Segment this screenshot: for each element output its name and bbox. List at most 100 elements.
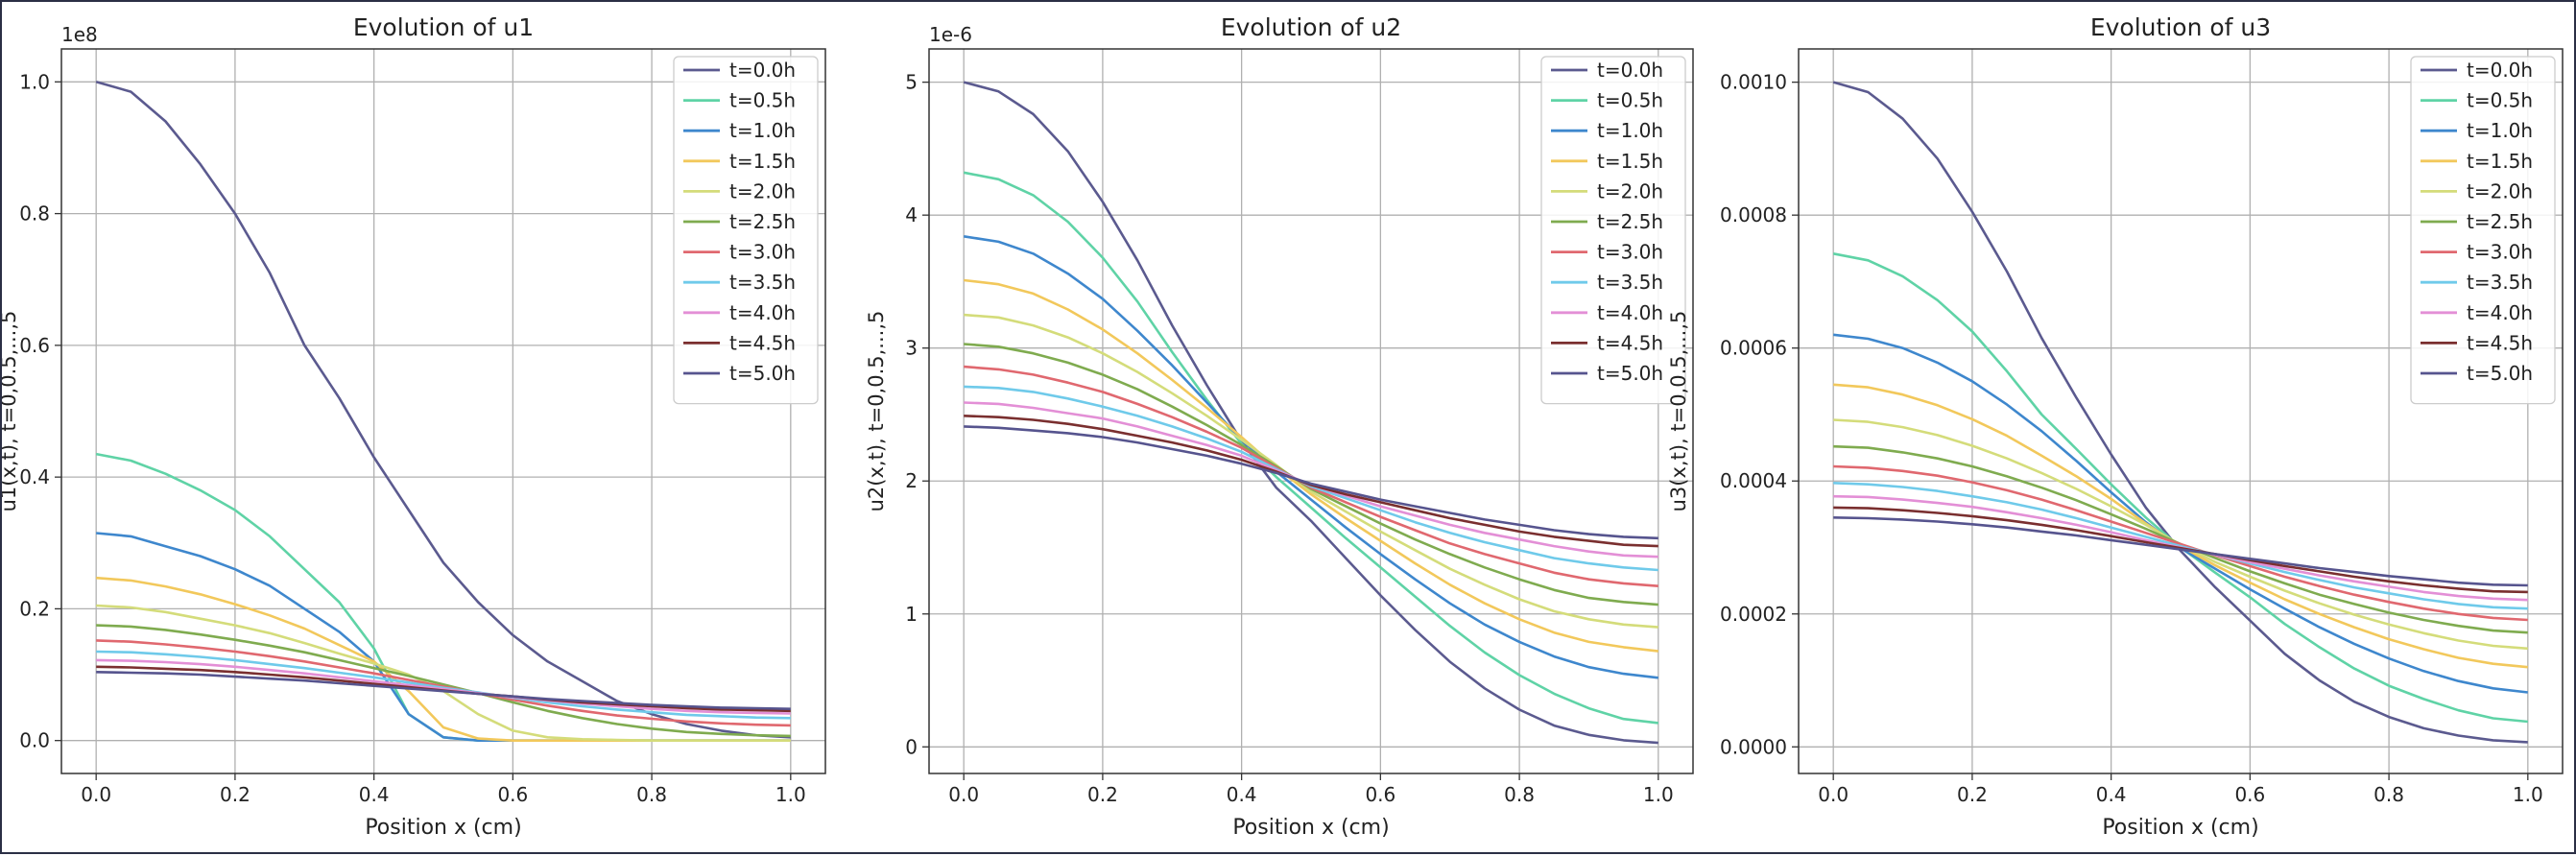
x-axis-label: Position x (cm) xyxy=(365,816,521,840)
series-line-t-5-0h xyxy=(964,425,1658,540)
legend-label: t=0.0h xyxy=(1597,59,1663,82)
legend-item: t=1.0h xyxy=(1551,119,1663,142)
series-line-t-0-0h xyxy=(963,81,1658,745)
x-axis-label: Position x (cm) xyxy=(1232,816,1389,840)
legend-box xyxy=(673,56,819,405)
legend-label: t=2.0h xyxy=(1597,179,1663,202)
y-axis-label: u1(x,t), t=0,0.5,...,5 xyxy=(2,311,20,512)
series-line-t-3-0h xyxy=(96,639,791,727)
y-tick-label: 0.0002 xyxy=(1720,603,1787,626)
legend-item: t=0.0h xyxy=(2421,59,2533,82)
legend-item: t=0.5h xyxy=(2421,89,2533,112)
legend-label: t=0.0h xyxy=(729,59,796,82)
legend-item: t=3.5h xyxy=(683,271,796,294)
legend-box xyxy=(2410,56,2556,405)
x-axis: 0.0 0.2 0.4 0.6 0.8 1.0 xyxy=(948,773,1674,806)
series-line-t-4-0h xyxy=(96,658,791,715)
legend-item: t=1.5h xyxy=(1551,150,1663,173)
legend: t=0.0h t=0.5h t=1.0h t=1.5h t=2.0h t=2.5h t=3.… xyxy=(1540,56,1686,405)
legend-label: t=5.0h xyxy=(1597,362,1663,385)
y-tick-label: 0.6 xyxy=(19,334,50,357)
legend-item: t=4.5h xyxy=(2421,331,2533,354)
y-tick-label: 2 xyxy=(905,469,918,492)
chart-u1: 0.0 0.2 0.4 0.6 0.8 1.0 0.0 0.2 0.4 0.6 0.8 1.0 Evol… xyxy=(0,13,826,840)
legend-item: t=1.0h xyxy=(2421,119,2533,142)
x-tick-label: 0.4 xyxy=(2096,783,2127,806)
y-axis-label: u2(x,t), t=0,0.5,...,5 xyxy=(865,311,888,512)
y-tick-label: 1.0 xyxy=(19,70,50,93)
legend-item: t=3.0h xyxy=(683,241,796,264)
chart-title: Evolution of u1 xyxy=(353,13,534,41)
x-tick-label: 0.2 xyxy=(1087,783,1118,806)
legend-label: t=2.5h xyxy=(2467,210,2533,233)
y-tick-label: 0.0006 xyxy=(1720,337,1787,360)
legend-item: t=2.5h xyxy=(683,210,796,233)
legend-item: t=0.5h xyxy=(683,89,796,112)
legend-label: t=1.0h xyxy=(1597,119,1663,142)
x-tick-label: 0.2 xyxy=(1957,783,1988,806)
grid xyxy=(929,49,1693,773)
x-tick-label: 1.0 xyxy=(2513,783,2543,806)
y-tick-label: 4 xyxy=(905,203,918,226)
legend-item: t=1.0h xyxy=(683,119,796,142)
series-line-t-3-5h xyxy=(1833,482,2528,610)
y-tick-label: 3 xyxy=(905,337,918,360)
y-axis: 0 1 2 3 4 5 xyxy=(905,71,929,758)
legend: t=0.0h t=0.5h t=1.0h t=1.5h t=2.0h t=2.5h t=3.… xyxy=(673,56,819,405)
x-tick-label: 0.6 xyxy=(1365,783,1395,806)
legend-label: t=5.0h xyxy=(2467,362,2533,385)
y-tick-label: 1 xyxy=(905,603,918,626)
x-axis: 0.0 0.2 0.4 0.6 0.8 1.0 xyxy=(1818,773,2543,806)
axes-frame xyxy=(928,48,1694,774)
x-tick-label: 0.4 xyxy=(1227,783,1257,806)
y-tick-label: 0.4 xyxy=(19,465,50,488)
legend-label: t=4.0h xyxy=(2467,301,2533,324)
series-line-t-4-5h xyxy=(964,415,1658,548)
legend-label: t=4.5h xyxy=(1597,331,1663,354)
series-line-t-1-5h xyxy=(964,278,1658,653)
legend-label: t=4.5h xyxy=(2467,331,2533,354)
legend-item: t=4.0h xyxy=(2421,301,2533,324)
legend-item: t=3.0h xyxy=(2421,241,2533,264)
x-tick-label: 0.0 xyxy=(1818,783,1849,806)
legend-item: t=2.0h xyxy=(2421,179,2533,202)
legend-item: t=2.0h xyxy=(683,179,796,202)
series-line-t-2-5h xyxy=(96,624,791,738)
chart-title: Evolution of u3 xyxy=(2090,13,2271,41)
legend-label: t=2.5h xyxy=(729,210,796,233)
legend: t=0.0h t=0.5h t=1.0h t=1.5h t=2.0h t=2.5h t=3.… xyxy=(2410,56,2556,405)
legend-label: t=5.0h xyxy=(729,362,796,385)
legend-item: t=4.0h xyxy=(1551,301,1663,324)
legend-label: t=4.0h xyxy=(729,301,796,324)
x-tick-label: 0.8 xyxy=(636,783,667,806)
legend-label: t=0.0h xyxy=(2467,59,2533,82)
axes-frame xyxy=(1798,48,2564,774)
legend-label: t=3.0h xyxy=(729,241,796,264)
legend-item: t=0.0h xyxy=(1551,59,1663,82)
series-line-t-0-5h xyxy=(963,171,1658,725)
legend-item: t=0.5h xyxy=(1551,89,1663,112)
legend-box xyxy=(1540,56,1686,405)
legend-item: t=5.0h xyxy=(2421,362,2533,385)
y-tick-label: 0.0 xyxy=(19,729,50,752)
y-tick-label: 0.0010 xyxy=(1720,71,1787,94)
legend-item: t=3.0h xyxy=(1551,241,1663,264)
legend-item: t=4.0h xyxy=(683,301,796,324)
x-tick-label: 0.8 xyxy=(2373,783,2404,806)
series-line-t-2-0h xyxy=(964,313,1658,629)
x-tick-label: 0.6 xyxy=(497,783,528,806)
axis-offset-text: 1e-6 xyxy=(929,23,972,46)
legend-label: t=3.5h xyxy=(1597,271,1663,294)
legend-label: t=2.5h xyxy=(1597,210,1663,233)
x-tick-label: 0.0 xyxy=(948,783,979,806)
chart-u2: 0.0 0.2 0.4 0.6 0.8 1.0 0 1 2 3 4 5 Evolution of u2 1… xyxy=(865,13,1694,840)
x-tick-label: 0.6 xyxy=(2234,783,2265,806)
legend-item: t=0.0h xyxy=(683,59,796,82)
series-line-t-5-0h xyxy=(1833,516,2528,587)
legend-item: t=2.5h xyxy=(2421,210,2533,233)
legend-label: t=4.5h xyxy=(729,331,796,354)
y-tick-label: 0 xyxy=(905,735,918,758)
legend-label: t=0.5h xyxy=(1597,89,1663,112)
legend-label: t=0.5h xyxy=(2467,89,2533,112)
legend-item: t=2.0h xyxy=(1551,179,1663,202)
